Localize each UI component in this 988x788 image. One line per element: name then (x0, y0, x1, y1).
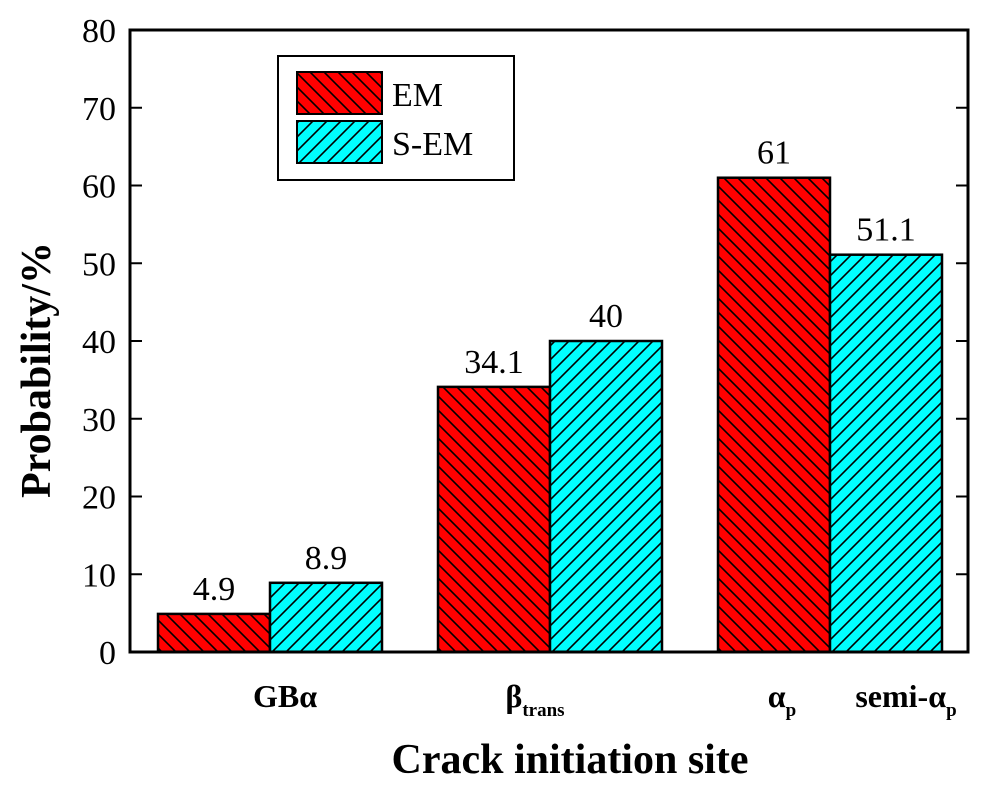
bars (156, 176, 944, 654)
y-tick-label: 70 (82, 91, 116, 128)
y-tick-label: 60 (82, 169, 116, 206)
bar-s-em-2 (828, 253, 944, 654)
legend-label-em: EM (392, 77, 443, 114)
y-axis-title: Probability/% (14, 242, 60, 498)
y-tick-label: 0 (99, 635, 116, 672)
y-tick-label: 20 (82, 480, 116, 517)
y-tick-label: 80 (82, 13, 116, 50)
data-label: 40 (589, 298, 623, 335)
data-labels: 4.9 8.9 34.1 40 61 51.1 (193, 135, 916, 608)
data-label: 61 (757, 135, 791, 172)
category-label-alpha-p: αp (768, 678, 796, 721)
legend-swatch-em (296, 71, 383, 115)
x-axis-category-labels: GBα βtrans αp semi-αp (253, 678, 957, 721)
y-tick-label: 30 (82, 402, 116, 439)
y-tick-label: 10 (82, 557, 116, 594)
y-tick-label: 50 (82, 246, 116, 283)
category-label-semi-alpha-p: semi-αp (855, 678, 956, 721)
bar-s-em-0 (268, 581, 384, 654)
legend-swatch-s-em (296, 120, 383, 164)
data-label: 4.9 (193, 571, 236, 608)
bar-em-1 (436, 385, 552, 654)
category-label-beta-trans: βtrans (505, 678, 564, 721)
bar-em-0 (156, 612, 272, 654)
data-label: 8.9 (305, 540, 348, 577)
plot-frame (128, 28, 970, 654)
legend-label-s-em: S-EM (392, 126, 473, 163)
y-axis-ticks: 0 10 20 30 40 50 60 70 80 (82, 13, 968, 672)
data-label: 34.1 (464, 344, 524, 381)
data-label: 51.1 (856, 212, 916, 249)
x-axis-title: Crack initiation site (392, 737, 749, 783)
y-tick-label: 40 (82, 324, 116, 361)
legend: EM S-EM (277, 55, 515, 181)
category-label-gba: GBα (253, 678, 317, 714)
bar-s-em-1 (548, 339, 664, 654)
bar-em-2 (716, 176, 832, 654)
